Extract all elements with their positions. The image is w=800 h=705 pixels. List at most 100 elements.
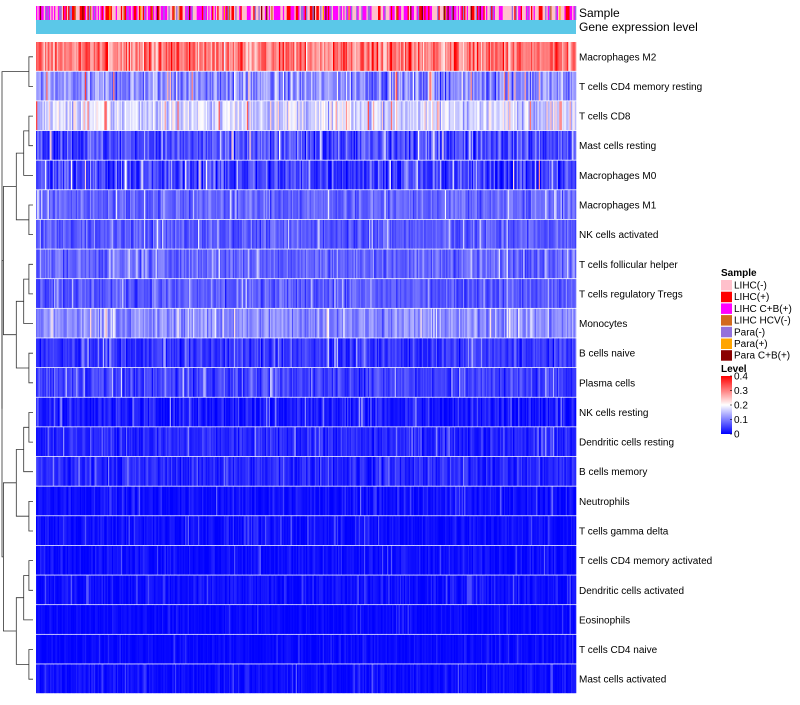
sample-annotation-cell [208,6,210,20]
heatmap-cell [213,308,216,338]
heatmap-cell [471,219,474,249]
heatmap-cell [568,190,570,220]
heatmap-cell [126,101,128,131]
heatmap-cell [54,308,56,338]
heatmap-cell [99,42,101,71]
heatmap-cell [497,71,500,101]
heatmap-cell [406,190,408,220]
heatmap-cell [315,190,317,220]
heatmap-cell [434,190,437,220]
heatmap-cell [280,160,282,190]
heatmap-cell [335,338,338,368]
heatmap-cell [275,308,277,338]
heatmap-cell [254,130,257,160]
heatmap-cell [106,42,109,71]
heatmap-cell [118,219,120,249]
heatmap-cell [528,130,531,160]
heatmap-cell [63,101,65,131]
heatmap-cell [334,42,336,71]
sample-annotation-cell [259,6,262,20]
heatmap-cell [536,249,538,279]
heatmap-cell [360,338,362,368]
sample-annotation-cell [567,6,569,20]
heatmap-cell [294,249,297,279]
heatmap-cell [124,42,127,71]
heatmap-cell [268,42,271,71]
heatmap-cell [405,190,407,220]
heatmap-cell [554,101,556,131]
dendrogram-branch [15,449,29,517]
heatmap-cell [533,42,536,71]
heatmap-cell [99,338,101,368]
heatmap-cell [339,160,342,190]
sample-annotation-cell [358,6,361,20]
heatmap-cell [72,219,74,249]
heatmap-cell [226,249,228,279]
heatmap-cell [439,338,442,368]
heatmap-cell [79,71,82,101]
heatmap-cell [502,130,505,160]
heatmap-cell [469,101,471,131]
heatmap-cell [555,42,558,71]
heatmap-cell [365,279,367,308]
heatmap-cell [201,71,204,101]
heatmap-cell [268,71,271,101]
heatmap-cell [223,190,226,220]
heatmap-cell [155,101,158,131]
sample-annotation-cell [362,6,365,20]
heatmap-cell [257,338,259,368]
heatmap-cell [225,338,227,368]
heatmap-cell [192,42,195,71]
heatmap-cell [564,249,567,279]
heatmap-cell [451,308,453,338]
heatmap-cell [317,71,320,101]
heatmap-cell [567,279,569,308]
heatmap-cell [358,308,361,338]
heatmap-cell [286,308,289,338]
heatmap-cell [232,190,235,220]
heatmap-cell [113,249,115,279]
heatmap-cell [83,338,86,368]
heatmap-cell [95,338,97,368]
sample-annotation-cell [560,6,563,20]
sample-annotation-cell [273,6,276,20]
heatmap-cell [466,130,469,160]
heatmap-cell [414,190,416,220]
heatmap-cell [352,219,354,249]
heatmap-cell [316,219,318,249]
heatmap-cell [353,308,356,338]
heatmap-cell [482,219,484,249]
heatmap-cell [222,101,225,131]
heatmap-cell [543,130,546,160]
sample-annotation-cell [437,6,439,20]
heatmap-cell [230,219,232,249]
heatmap-cell [64,101,66,131]
heatmap-cell [497,101,500,131]
heatmap-cell [313,130,316,160]
heatmap-cell [462,130,465,160]
heatmap-cell [550,249,552,279]
heatmap-cell [43,130,46,160]
heatmap-cell [410,279,412,308]
heatmap-cell [114,249,117,279]
heatmap-cell [376,130,379,160]
heatmap-cell [61,42,64,71]
heatmap-cell [165,190,168,220]
sample-annotation-cell [178,6,181,20]
heatmap-cell [393,249,396,279]
heatmap-cell [420,279,423,308]
heatmap-cell [417,279,420,308]
heatmap-cell [434,42,437,71]
heatmap-cell [529,249,532,279]
heatmap-cell [243,249,245,279]
heatmap-cell [425,249,428,279]
heatmap-cell [410,130,412,160]
heatmap-cell [331,160,334,190]
heatmap-cell [147,219,150,249]
heatmap-cell [79,249,82,279]
heatmap-cell [464,219,466,249]
heatmap-cell [136,338,138,368]
sample-annotation-cell [369,6,371,20]
heatmap-cell [74,279,77,308]
heatmap-cell [167,308,169,338]
